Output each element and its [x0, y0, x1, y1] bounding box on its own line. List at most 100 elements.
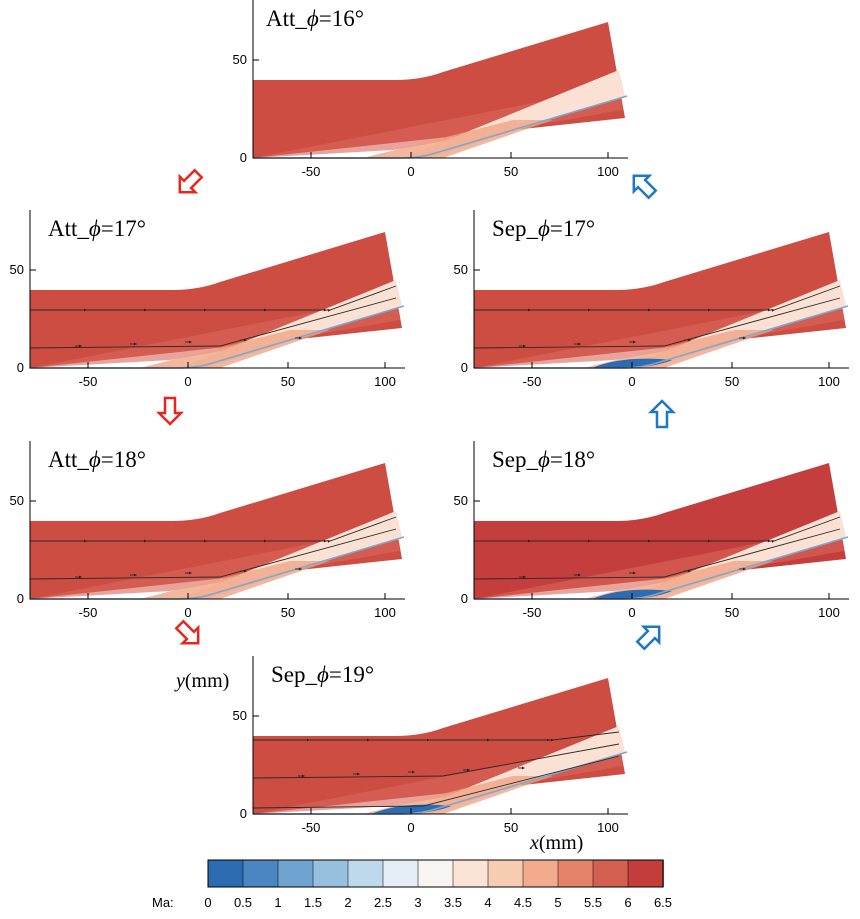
y-tick-label: 0 — [461, 591, 468, 606]
colorbar-tick-label: 0.5 — [234, 895, 252, 910]
blue-arrow-sep18-to-sep17 — [647, 399, 677, 429]
x-tick-label: 50 — [725, 374, 739, 389]
colorbar-tick-label: 3.5 — [444, 895, 462, 910]
streamline-upper — [30, 285, 397, 312]
colorbar-swatch — [207, 859, 244, 888]
panel-title: Att_ϕ=18° — [48, 447, 146, 472]
y-tick-label: 0 — [17, 360, 24, 375]
expansion-band — [474, 296, 844, 368]
colorbar-swatch — [417, 859, 454, 888]
compression-region — [140, 330, 330, 368]
colorbar-swatch — [242, 859, 279, 888]
transition-arrows — [155, 168, 677, 651]
x-tick-label: -50 — [302, 164, 321, 179]
colorbar-swatch — [312, 859, 349, 888]
x-tick-label: -50 — [523, 605, 542, 620]
colorbar-swatch — [522, 859, 559, 888]
x-tick-label: -50 — [79, 374, 98, 389]
colorbar-tick-label: 6.5 — [654, 895, 672, 910]
streamline-lower — [29, 297, 397, 349]
panel-sep-18: -50 0 50 100 0 50 Sep_ϕ=18° — [454, 441, 849, 620]
colorbar-swatch — [452, 859, 489, 888]
colorbar-tick-label: 1 — [274, 895, 281, 910]
panel-sep-17: -50 0 50 100 0 50 Sep_ϕ=17° — [454, 210, 849, 389]
x-tick-label: 100 — [818, 605, 840, 620]
panel-title: Sep_ϕ=17° — [492, 216, 595, 241]
colorbar-label: Ma: — [152, 895, 174, 910]
x-tick-label: 100 — [597, 820, 619, 835]
y-tick-label: 0 — [461, 360, 468, 375]
x-tick-label: 0 — [184, 605, 191, 620]
colorbar-tick-label: 0 — [204, 895, 211, 910]
panel-att-17: -50 0 50 100 0 50 Att_ϕ=17° — [10, 210, 405, 389]
streamline-lower — [473, 528, 841, 580]
streamline-wall — [252, 755, 620, 809]
compression-region — [584, 561, 774, 599]
panel-title: Att_ϕ=17° — [48, 216, 146, 241]
x-tick-label: -50 — [302, 820, 321, 835]
colorbar-tick-label: 4 — [484, 895, 491, 910]
colorbar-tick-label: 1.5 — [304, 895, 322, 910]
expansion-band — [253, 86, 623, 158]
panel-title: Sep_ϕ=18° — [492, 447, 595, 472]
y-tick-label: 50 — [233, 52, 247, 67]
colorbar-tick-label: 2 — [344, 895, 351, 910]
panel-att-16: -50 0 50 100 0 50 Att_ϕ=16° — [233, 0, 628, 179]
colorbar-swatch — [277, 859, 314, 888]
x-tick-label: 0 — [184, 374, 191, 389]
x-tick-label: 50 — [281, 374, 295, 389]
panel-att-18: -50 0 50 100 0 50 Att_ϕ=18° — [10, 441, 405, 620]
streamline-lower — [29, 528, 397, 580]
x-tick-label: 0 — [407, 820, 414, 835]
y-axis-label: y(mm) — [174, 670, 229, 692]
blue-arrow-sep17-to-att16 — [632, 174, 658, 200]
x-tick-label: 0 — [628, 605, 635, 620]
x-tick-label: 0 — [628, 374, 635, 389]
x-tick-label: 50 — [504, 164, 518, 179]
panel-sep-19: -50 0 50 100 0 50 Sep_ϕ=19° — [233, 656, 628, 835]
x-axis-label: x(mm) — [529, 832, 583, 854]
streamline-lower — [252, 743, 620, 779]
compression-region — [363, 120, 553, 158]
streamline-lower — [473, 297, 841, 349]
colorbar-tick-label: 4.5 — [514, 895, 532, 910]
y-tick-label: 0 — [240, 806, 247, 821]
y-tick-label: 0 — [240, 150, 247, 165]
colorbar-tick-label: 2.5 — [374, 895, 392, 910]
streamline-upper — [30, 516, 397, 543]
colorbar-swatch — [557, 859, 594, 888]
panel-title: Att_ϕ=16° — [266, 6, 364, 31]
x-tick-label: 50 — [504, 820, 518, 835]
compression-region — [584, 330, 774, 368]
y-tick-label: 50 — [10, 262, 24, 277]
x-tick-label: -50 — [523, 374, 542, 389]
x-tick-label: 0 — [407, 164, 414, 179]
streamline-upper — [474, 516, 841, 543]
streamline-upper — [474, 285, 841, 312]
x-tick-label: 50 — [281, 605, 295, 620]
x-tick-label: 100 — [597, 164, 619, 179]
colorbar-swatch — [592, 859, 629, 888]
red-arrow-att18-to-sep19 — [174, 619, 200, 645]
x-tick-label: 100 — [818, 374, 840, 389]
y-tick-label: 50 — [454, 262, 468, 277]
colorbar-swatch — [382, 859, 419, 888]
expansion-band — [30, 296, 400, 368]
colorbar-swatch — [347, 859, 384, 888]
compression-region — [140, 561, 330, 599]
streamline-upper — [253, 731, 620, 742]
colorbar-tick-label: 6 — [624, 895, 631, 910]
blue-arrow-sep19-to-sep18 — [635, 625, 661, 651]
expansion-band — [474, 527, 844, 599]
y-tick-label: 50 — [233, 708, 247, 723]
y-tick-label: 0 — [17, 591, 24, 606]
colorbar-swatch — [487, 859, 524, 888]
x-tick-label: 50 — [725, 605, 739, 620]
colorbar-tick-label: 5 — [554, 895, 561, 910]
red-arrow-att16-to-att17 — [178, 168, 204, 194]
red-arrow-att17-to-att18 — [155, 396, 185, 426]
y-tick-label: 50 — [454, 493, 468, 508]
x-tick-label: 100 — [374, 605, 396, 620]
x-tick-label: -50 — [79, 605, 98, 620]
